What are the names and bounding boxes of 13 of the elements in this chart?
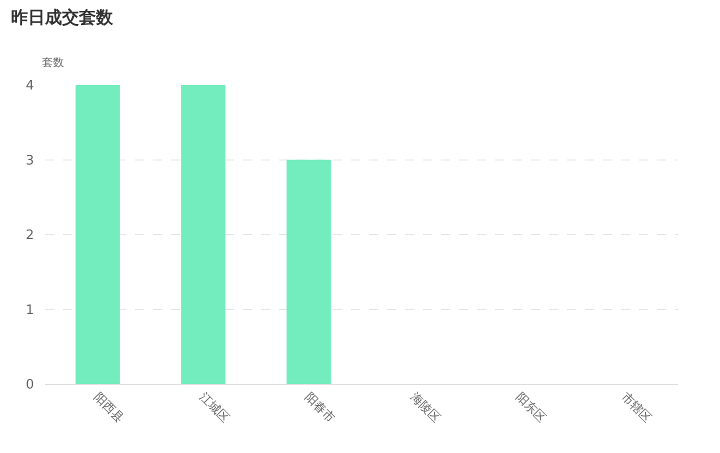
y-tick-label: 1 [26, 302, 34, 318]
y-tick-label: 2 [26, 228, 34, 244]
y-tick-label: 4 [26, 78, 34, 94]
x-tick-label: 市辖区 [618, 390, 654, 426]
x-tick-label: 江城区 [196, 390, 232, 426]
x-tick-label: 阳西县 [91, 390, 127, 426]
y-tick-label: 3 [26, 153, 34, 168]
y-axis-title: 套数 [42, 56, 64, 69]
chart-title: 昨日成交套数 [10, 8, 114, 28]
x-tick-label: 阳东区 [513, 390, 549, 426]
x-tick-label: 海陵区 [408, 390, 444, 426]
x-tick-label: 阳春市 [302, 390, 338, 426]
y-tick-label: 0 [26, 378, 34, 393]
